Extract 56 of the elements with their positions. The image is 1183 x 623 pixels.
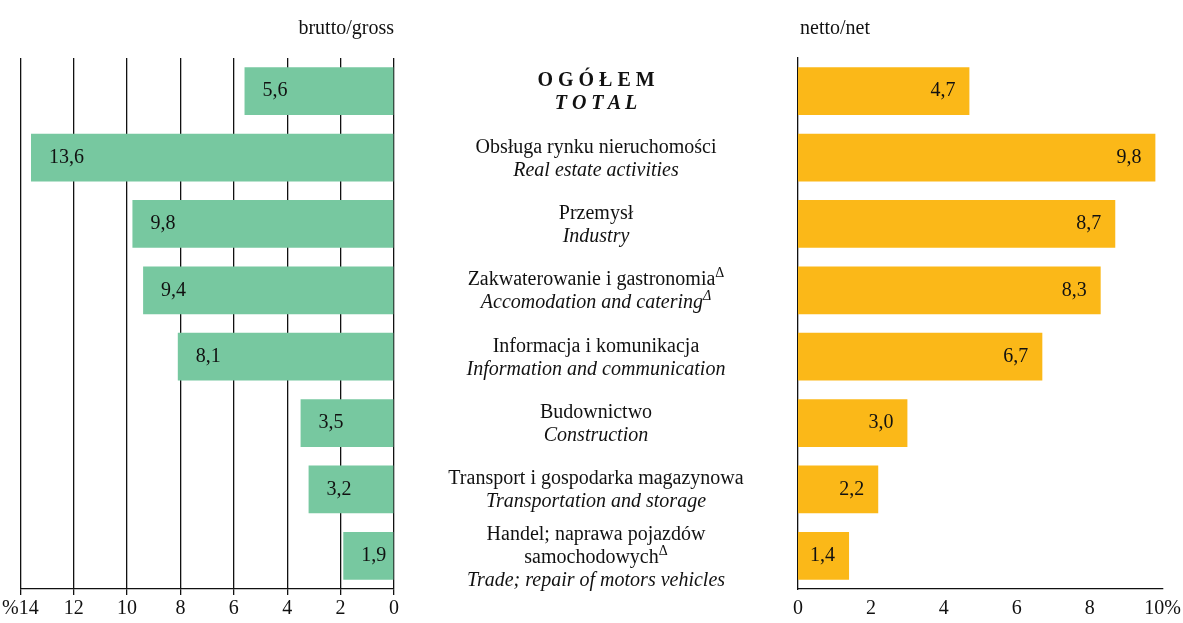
data-label: 9,8 bbox=[1116, 144, 1142, 167]
data-label: 2,2 bbox=[839, 476, 865, 499]
bar bbox=[143, 266, 394, 315]
bar bbox=[31, 133, 394, 182]
bar bbox=[798, 133, 1156, 182]
x-tick-label: 2 bbox=[335, 596, 346, 619]
bar bbox=[343, 531, 394, 580]
x-tick-label: 10 bbox=[117, 596, 138, 619]
data-label: 3,5 bbox=[318, 410, 344, 433]
y-tick-label: Budownictwo Construction bbox=[538, 400, 654, 447]
bar bbox=[798, 67, 970, 116]
x-tick-label: 6 bbox=[1011, 596, 1022, 619]
y-tick-label: Przemysł Industry bbox=[557, 200, 635, 247]
bar bbox=[798, 531, 850, 580]
data-label: 8,7 bbox=[1076, 211, 1102, 234]
bar bbox=[798, 332, 1043, 381]
x-tick-label: 10% bbox=[1144, 596, 1182, 619]
bar bbox=[308, 465, 394, 514]
x-tick-label: 0 bbox=[793, 596, 803, 619]
x-tick-label: 0 bbox=[389, 596, 399, 619]
data-label: 8,3 bbox=[1061, 277, 1087, 300]
data-label: 9,8 bbox=[150, 211, 176, 234]
bar bbox=[798, 399, 908, 447]
bar bbox=[798, 200, 1116, 248]
y-tick-label: Zakwaterowanie i gastronomia$^{Δ}$ Accomodation and catering$^{Δ}$ bbox=[466, 265, 726, 314]
bar bbox=[798, 465, 879, 514]
x-tick-label: %14 bbox=[1, 596, 39, 619]
x-tick-label: 8 bbox=[1084, 596, 1095, 619]
x-tick-label: 2 bbox=[865, 596, 876, 619]
y-tick-label: Handel; naprawa pojazdów samochodowych$^{Δ}$ Trade; repair of motors vehicles bbox=[465, 521, 727, 591]
bar bbox=[798, 266, 1101, 315]
x-tick-label: 4 bbox=[282, 596, 293, 619]
data-label: 3,0 bbox=[868, 410, 894, 433]
x-tick-label: 12 bbox=[63, 596, 84, 619]
y-tick-label: O G Ó Ł E M T O T A L bbox=[536, 68, 656, 115]
data-label: 5,6 bbox=[262, 78, 288, 101]
bar bbox=[132, 200, 394, 248]
data-label: 1,4 bbox=[810, 543, 836, 566]
y-tick-label: Transport i gospodarka magazynowa Transportation and storage bbox=[447, 466, 745, 513]
bar bbox=[300, 399, 394, 447]
y-tick-label: Informacja i komunikacja Information and communication bbox=[465, 333, 727, 380]
x-tick-label: 8 bbox=[175, 596, 186, 619]
y-tick-label: Obsługa rynku nieruchomości Real estate activities bbox=[474, 134, 718, 181]
data-label: 3,2 bbox=[326, 476, 352, 499]
data-label: 9,4 bbox=[161, 277, 187, 300]
bar bbox=[177, 332, 394, 381]
data-label: 6,7 bbox=[1003, 343, 1029, 366]
data-label: 4,7 bbox=[930, 78, 956, 101]
data-label: 1,9 bbox=[361, 543, 387, 566]
x-axis-title: netto/net bbox=[800, 16, 871, 38]
data-label: 8,1 bbox=[195, 343, 221, 366]
data-label: 13,6 bbox=[49, 144, 85, 167]
bar bbox=[244, 67, 394, 116]
x-tick-label: 4 bbox=[938, 596, 949, 619]
x-tick-label: 6 bbox=[228, 596, 239, 619]
x-axis-title: brutto/gross bbox=[298, 16, 395, 39]
